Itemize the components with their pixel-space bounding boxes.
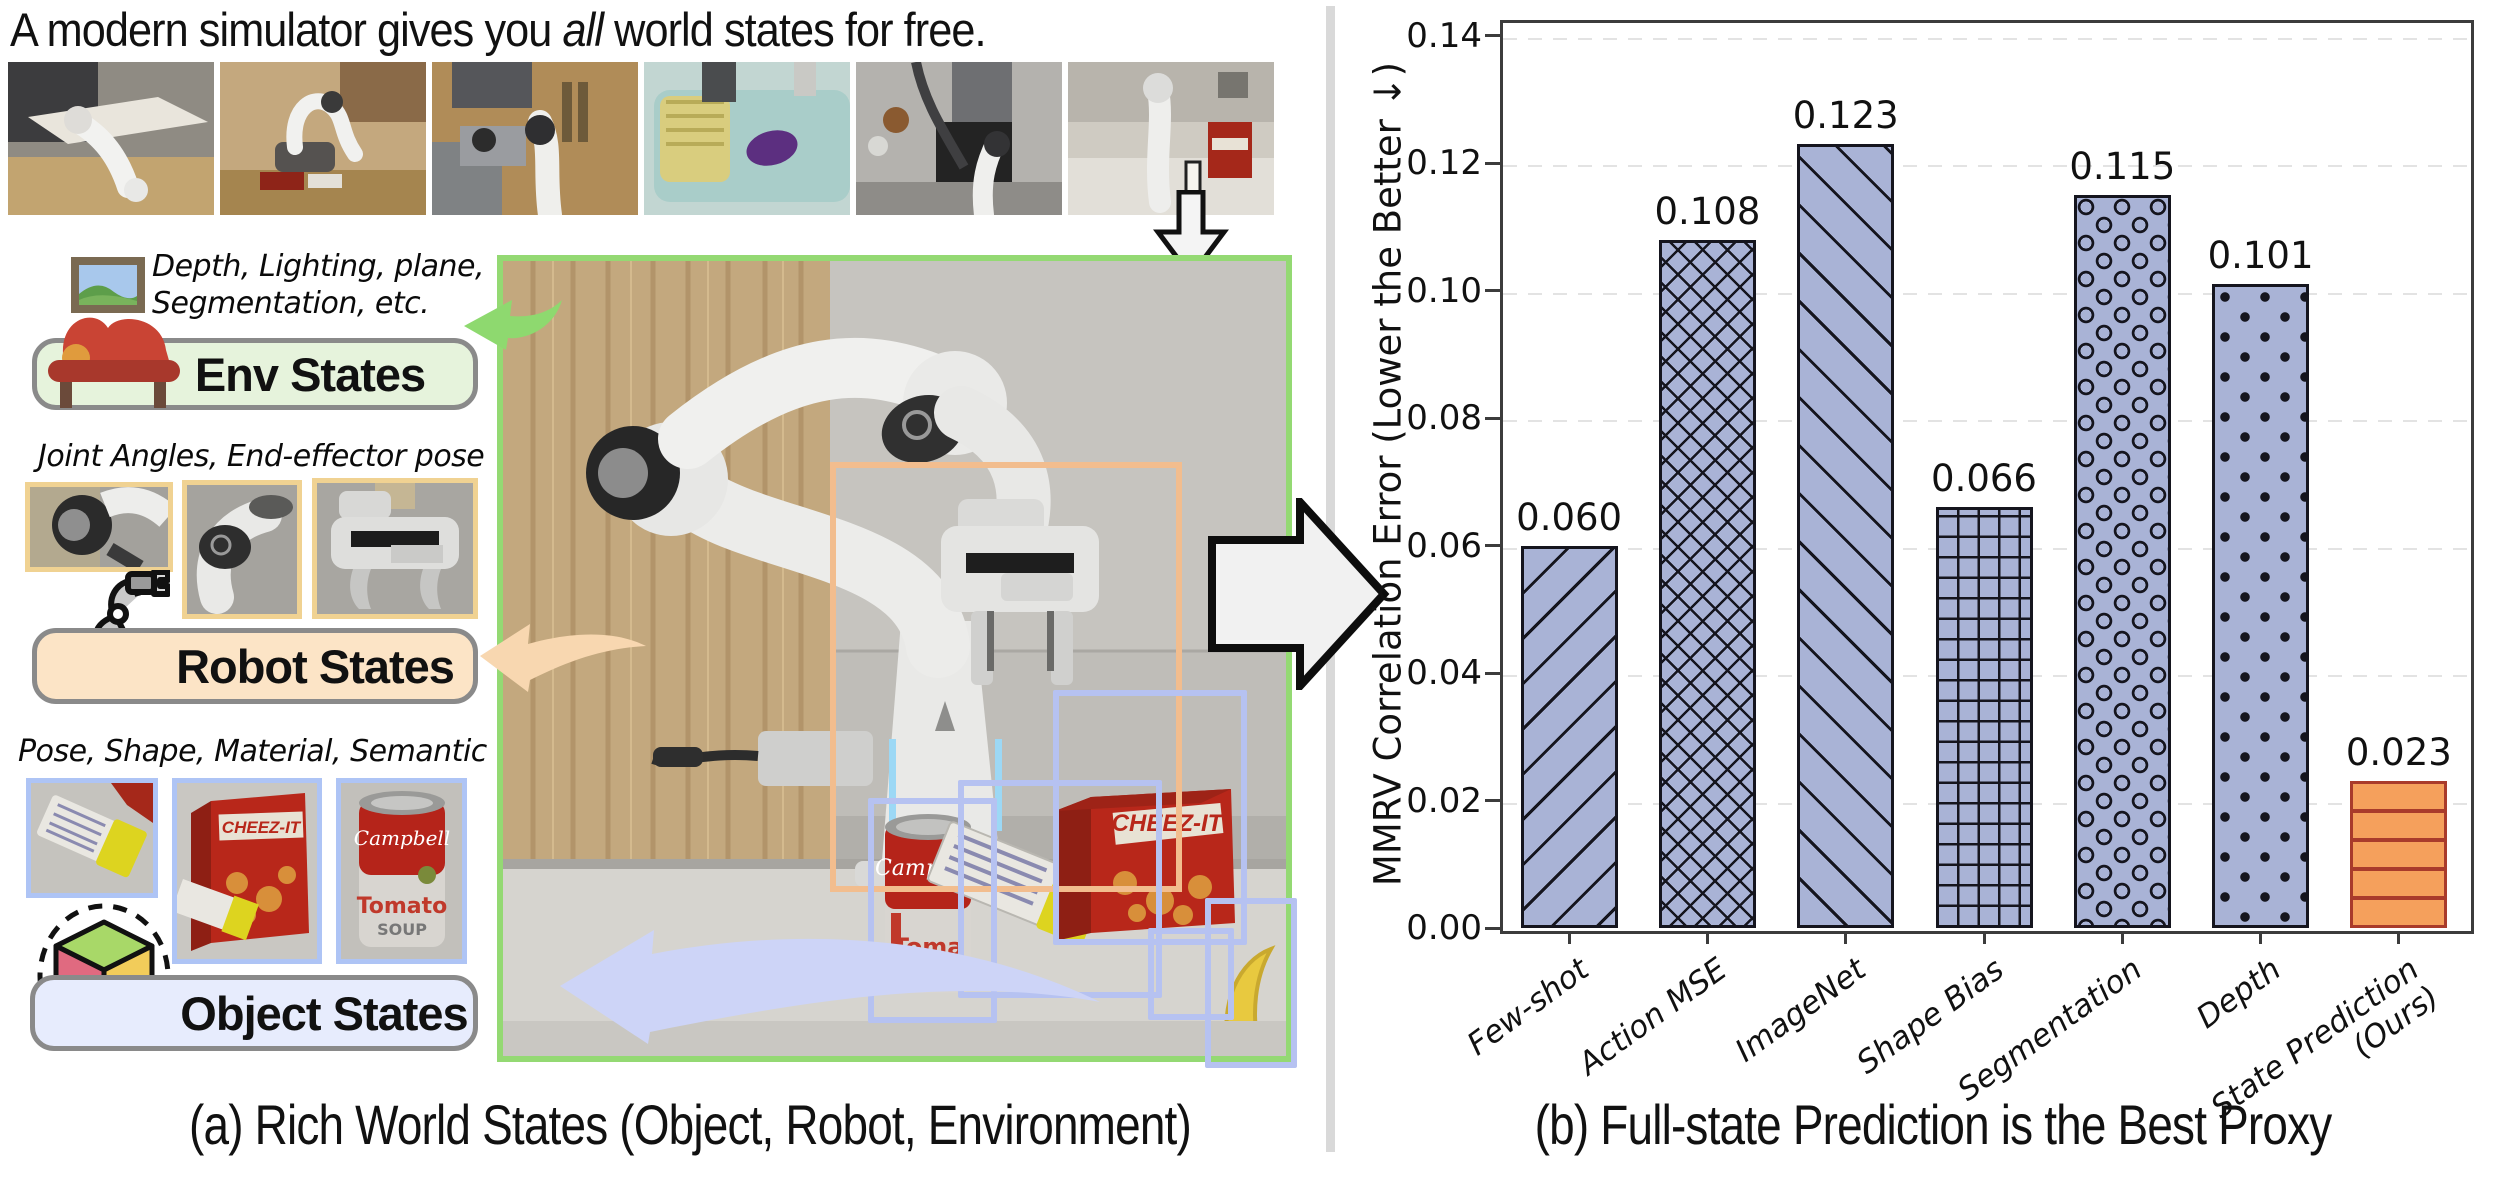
robot-crop-gripper [312,478,478,619]
x-tick-mark [2120,931,2124,944]
env-states-pill: Env States [32,338,478,410]
svg-text:SOUP: SOUP [377,920,427,939]
green-left-arrow-icon [464,300,562,350]
object-states-pill: Object States [30,975,478,1051]
bar-value-label: 0.115 [2069,145,2176,189]
env-states-label: Env States [194,347,426,401]
y-tick-mark [1485,799,1500,803]
sim-thumbnail-4 [644,62,850,215]
y-tick-label: 0.14 [1406,15,1482,56]
y-gridline [1503,292,2471,295]
robot-crop-shoulder [25,482,173,572]
figure-title: A modern simulator gives you all world s… [10,2,1215,57]
robot-note: Joint Angles, End-effector pose [38,439,485,474]
y-tick-mark [1485,416,1500,420]
object-states-label: Object States [180,986,468,1040]
svg-text:CHEEZ-IT: CHEEZ-IT [222,818,302,837]
bar-value-label: 0.101 [2207,234,2314,278]
bar [2212,284,2310,928]
down-arrow-icon [1153,190,1229,278]
bar [1520,545,1618,928]
picture-frame-icon [71,257,145,313]
y-tick-mark [1485,544,1500,548]
title-text: A modern simulator gives you [10,3,563,56]
robot-bounding-box [830,462,1182,892]
y-tick-mark [1485,289,1500,293]
env-note: Depth, Lighting, plane, Segmentation, et… [152,249,485,321]
sim-thumbnail-3 [432,62,638,215]
x-tick-mark [2397,931,2401,944]
svg-text:CHEEZ-IT: CHEEZ-IT [1112,810,1225,837]
x-tick-mark [1982,931,1986,944]
svg-text:Campbell: Campbell [354,826,450,850]
bar [1935,507,2033,928]
object-bounding-box-banana [1205,898,1297,1068]
flow-right-arrow-icon [1208,498,1390,690]
y-tick-mark [1485,926,1500,930]
y-tick-mark [1485,671,1500,675]
object-crop-cheezit: CHEEZ-IT [172,778,322,964]
y-tick-label: 0.00 [1406,908,1482,948]
y-tick-mark [1485,34,1500,38]
x-tick-mark [2259,931,2263,944]
bar-value-label: 0.123 [1792,94,1899,138]
x-tick-mark [1705,931,1709,944]
bar-value-label: 0.066 [1931,457,2037,501]
couch-icon [48,317,180,408]
y-tick-label: 0.04 [1406,653,1482,694]
robot-states-pill: Robot States [32,628,478,704]
y-tick-label: 0.02 [1406,780,1482,821]
object-crop-yellow-box [26,778,158,898]
y-gridline [1503,420,2471,423]
title-emphasis: all [562,3,604,56]
robot-crop-elbow [182,480,302,619]
y-axis-label: MMRV Correlation Error (Lower the Better… [1366,61,1410,887]
panel-a-caption: (a) Rich World States (Object, Robot, En… [189,1093,1192,1156]
y-tick-mark [1485,161,1500,165]
lavender-left-arrow-icon [560,930,1100,1044]
peach-left-arrow-icon [480,624,646,692]
bar-value-label: 0.023 [2345,731,2452,775]
bar [1797,144,1895,928]
panel-b-caption: (b) Full-state Prediction is the Best Pr… [1534,1093,2333,1156]
y-tick-label: 0.06 [1406,525,1482,566]
bar [2073,195,2171,928]
x-tick-mark [1844,931,1848,944]
y-tick-label: 0.08 [1406,398,1482,439]
x-tick-mark [1567,931,1571,944]
y-gridline [1503,165,2471,168]
bar [1658,239,1756,928]
bar [2350,781,2448,928]
object-bounding-box-can [868,798,997,1023]
robot-states-label: Robot States [176,639,455,693]
svg-text:Tomato: Tomato [357,894,448,919]
bar-value-label: 0.060 [1516,495,1623,539]
y-tick-label: 0.10 [1406,270,1482,311]
object-crop-can: Campbell Tomato SOUP [336,778,467,964]
bar-value-label: 0.108 [1654,189,1761,233]
object-note: Pose, Shape, Material, Semantic [18,734,487,769]
sim-thumbnail-6 [1068,62,1274,215]
y-tick-label: 0.12 [1406,143,1482,184]
sim-thumbnail-2 [220,62,426,215]
sim-thumbnail-5 [856,62,1062,215]
y-gridline [1503,37,2471,40]
sim-thumbnail-1 [8,62,214,215]
object-bounding-box-banana-small [1148,928,1234,1020]
title-text-end: world states for free. [603,3,986,56]
